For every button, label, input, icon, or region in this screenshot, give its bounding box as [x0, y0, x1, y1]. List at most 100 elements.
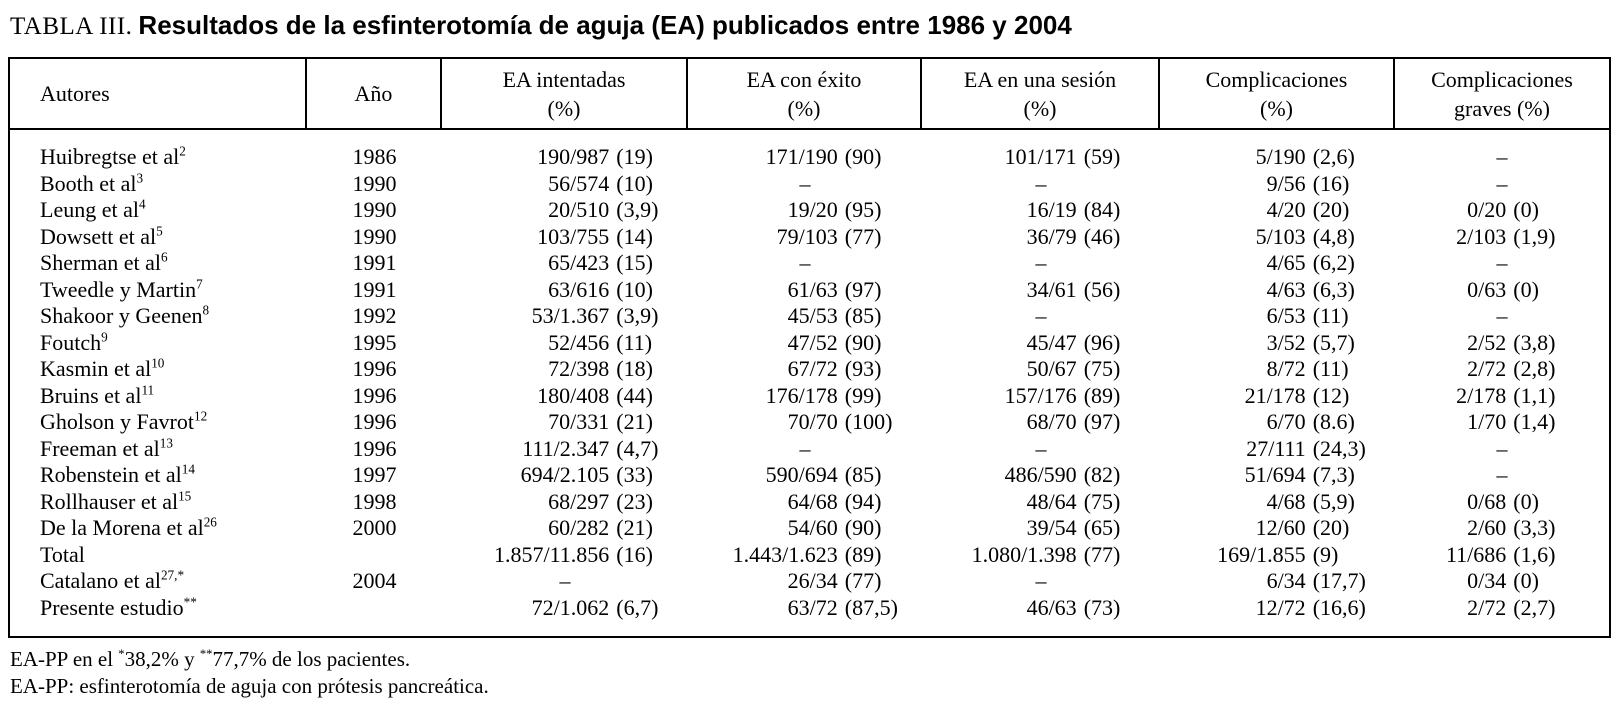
value-fraction: 11/686 [1445, 541, 1507, 567]
table-row: Booth et al3 1990 56/574 (10) – – 9/56 (16) – [10, 171, 1609, 198]
value-percentage: (16) [1312, 170, 1350, 196]
table-row: Freeman et al13 1996 111/2.347 (4,7) – – 27/11… [10, 436, 1609, 463]
table-number-label: TABLA III. [10, 13, 133, 40]
author-reference-superscript: 7 [196, 276, 203, 292]
table-row: Kasmin et al10 1996 72/398 (18) 67/72 (93) 50/… [10, 356, 1609, 383]
results-table: Autores Año EA intentadas (%) EA con éxi… [8, 57, 1611, 638]
cell-ea-una-sesion: 46/63 (73) [922, 595, 1160, 622]
value-percentage: (8.6) [1312, 409, 1355, 434]
table-row: Sherman et al6 1991 65/423 (15) – – 4/65 (6,2) – [10, 250, 1609, 277]
cell-complicaciones: 12/72 (16,6) [1160, 595, 1395, 622]
value-fraction: 60/282 [548, 515, 610, 540]
value-percentage: (2,6) [1312, 144, 1355, 169]
cell-ea-intentadas: 56/574 (10) [442, 171, 688, 198]
cell-ea-con-exito: 171/190 (90) [688, 144, 922, 171]
value-fraction: 2/72 [1467, 356, 1507, 381]
author-name: Shakoor y Geenen [40, 303, 203, 328]
cell-complicaciones-graves: 0/63 (0) [1395, 277, 1609, 304]
value-percentage: (44) [616, 382, 653, 408]
author-reference-superscript: 10 [151, 355, 165, 371]
value-percentage: (93) [844, 356, 882, 381]
column-header-autores: Autores [10, 59, 307, 128]
table-caption: Resultados de la esfinterotomía de aguja… [138, 10, 1072, 40]
cell-complicaciones: 4/65 (6,2) [1160, 250, 1395, 277]
cell-ea-con-exito: 54/60 (90) [688, 515, 922, 542]
value-fraction: 6/34 [1266, 568, 1306, 593]
cell-author: Freeman et al13 [10, 436, 307, 463]
column-header-complicaciones-graves: Complicaciones graves (%) [1395, 59, 1609, 128]
cell-ea-con-exito: 63/72 (87,5) [688, 595, 922, 622]
cell-ea-con-exito: 19/20 (95) [688, 197, 922, 224]
cell-complicaciones-graves: 11/686 (1,6) [1395, 542, 1609, 569]
value-percentage: (2,8) [1513, 356, 1556, 381]
cell-ea-intentadas: 63/616 (10) [442, 277, 688, 304]
cell-complicaciones: 6/70 (8.6) [1160, 409, 1395, 436]
author-name: Gholson y Favrot [40, 409, 194, 434]
cell-ea-con-exito: – [799, 435, 811, 461]
cell-complicaciones-graves: 2/52 (3,8) [1395, 330, 1609, 357]
value-fraction: 180/408 [537, 382, 610, 408]
cell-year: 1992 [352, 303, 397, 328]
value-percentage: (0) [1513, 276, 1539, 302]
author-reference-superscript: 14 [181, 461, 195, 477]
cell-complicaciones: 3/52 (5,7) [1160, 330, 1395, 357]
cell-ea-con-exito: 79/103 (77) [688, 224, 922, 251]
value-fraction: 16/19 [1026, 197, 1077, 222]
column-header-subline: (%) [1023, 95, 1057, 121]
cell-author: Foutch9 [10, 330, 307, 357]
value-percentage: (90) [844, 515, 882, 540]
value-percentage: (20) [1312, 197, 1350, 222]
author-name: Total [40, 541, 85, 567]
column-header-label: Año [354, 81, 393, 106]
cell-author: Huibregtse et al2 [10, 144, 307, 171]
cell-ea-una-sesion: – [1035, 250, 1047, 275]
asterisk-marker: * [118, 647, 125, 661]
cell-complicaciones-graves: – [1496, 303, 1508, 328]
cell-year: 1996 [352, 409, 397, 434]
author-reference-superscript: 3 [136, 170, 144, 186]
table-header-row: Autores Año EA intentadas (%) EA con éxi… [10, 59, 1609, 130]
cell-ea-una-sesion: 36/79 (46) [922, 224, 1160, 251]
cell-ea-intentadas: 53/1.367 (3,9) [442, 303, 688, 330]
author-reference-superscript: 12 [194, 408, 208, 424]
value-percentage: (89) [844, 541, 882, 567]
value-percentage: (90) [844, 329, 882, 355]
value-percentage: (16,6) [1312, 594, 1366, 620]
value-percentage: (21) [616, 515, 653, 540]
author-name: Booth et al [40, 170, 137, 196]
value-fraction: 0/63 [1467, 276, 1507, 302]
table-row: Presente estudio** 72/1.062 (6,7) 63/72 (87,… [10, 595, 1609, 622]
cell-ea-intentadas: 190/987 (19) [442, 144, 688, 171]
value-percentage: (4,7) [616, 435, 659, 461]
table-row: Rollhauser et al15 1998 68/297 (23) 64/68 (94… [10, 489, 1609, 516]
author-name: Robenstein et al [40, 462, 182, 487]
cell-ea-una-sesion: – [1035, 568, 1047, 593]
cell-year: 2004 [352, 568, 397, 593]
value-fraction: 101/171 [1004, 144, 1077, 169]
table-row: Robenstein et al14 1997 694/2.105 (33) 590/6… [10, 462, 1609, 489]
column-header-label: EA con éxito [746, 66, 862, 92]
column-header-ano: Año [307, 59, 442, 128]
author-reference-superscript: 13 [159, 435, 173, 451]
value-percentage: (33) [616, 462, 653, 487]
table-row: Huibregtse et al2 1986 190/987 (19) 171/190(… [10, 144, 1609, 171]
author-name: Dowsett et al [40, 223, 157, 249]
cell-author: De la Morena et al26 [10, 515, 307, 542]
cell-year: 1997 [352, 462, 397, 487]
cell-ea-una-sesion: 101/171 (59) [922, 144, 1160, 171]
author-name: Presente estudio [40, 594, 184, 620]
value-percentage: (95) [844, 197, 882, 222]
cell-complicaciones: 51/694 (7,3) [1160, 462, 1395, 489]
value-fraction: 46/63 [1026, 594, 1077, 620]
cell-complicaciones-graves: 2/72 (2,8) [1395, 356, 1609, 383]
value-fraction: 27/111 [1246, 435, 1306, 461]
cell-complicaciones-graves: – [1496, 250, 1508, 275]
author-reference-superscript: 4 [138, 196, 146, 212]
value-percentage: (75) [1083, 356, 1121, 381]
value-fraction: 54/60 [787, 515, 838, 540]
cell-ea-una-sesion: – [1035, 303, 1047, 328]
value-fraction: 4/68 [1266, 488, 1306, 514]
value-percentage: (3,9) [616, 303, 659, 328]
value-percentage: (14) [616, 223, 653, 249]
cell-complicaciones-graves: 0/34 (0) [1395, 568, 1609, 595]
